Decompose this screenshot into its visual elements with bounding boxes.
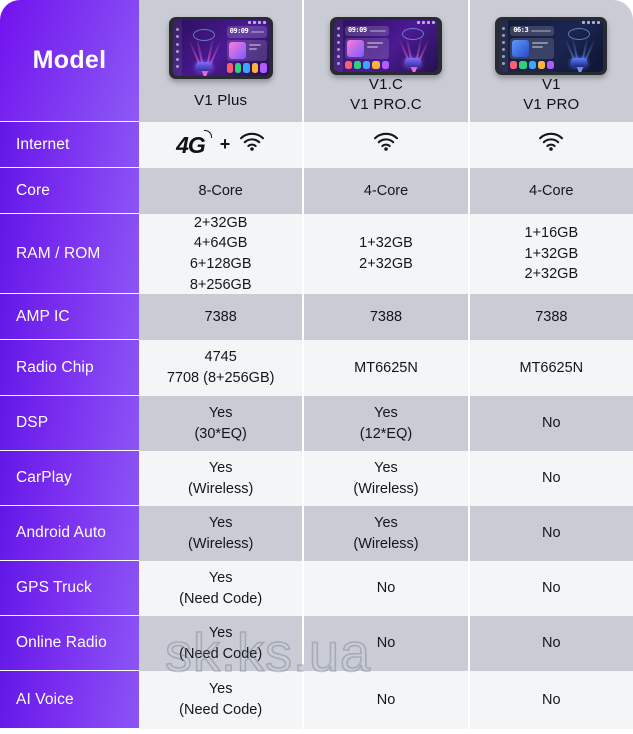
cell-core-v1: 4-Core — [469, 168, 633, 214]
cell-radio-v1-plus: 4745 7708 (8+256GB) — [139, 340, 305, 396]
product-column-v1: 06:3 V1 V1 PRO — [469, 0, 633, 122]
product-column-v1-plus: 09:09 V1 Plus — [139, 0, 305, 122]
device-icon-rail — [172, 20, 182, 76]
wifi-icon — [239, 132, 265, 158]
4g-icon: 4G — [176, 129, 212, 162]
product-column-v1c: 09:09 V1.C V1 PRO.C — [304, 0, 470, 122]
product-name-v1-plus: V1 Plus — [194, 91, 248, 109]
cell-core-v1-plus: 8-Core — [139, 168, 305, 214]
cell-carplay-v1: No — [469, 451, 633, 506]
table-row-dsp: DSP Yes (30*EQ) Yes (12*EQ) No — [0, 396, 633, 451]
cell-radio-v1: MT6625N — [469, 340, 633, 396]
cell-internet-v1 — [469, 122, 633, 168]
table-row-core: Core 8-Core 4-Core 4-Core — [0, 168, 633, 214]
row-label-dsp: DSP — [0, 396, 139, 451]
cell-gps-v1: No — [469, 561, 633, 616]
device-widgets: 09:09 — [226, 26, 267, 73]
table-row-radio-chip: Radio Chip 4745 7708 (8+256GB) MT6625N M… — [0, 340, 633, 396]
cell-amp-v1c: 7388 — [304, 294, 470, 340]
row-label-online-radio: Online Radio — [0, 616, 139, 671]
cell-amp-v1-plus: 7388 — [139, 294, 305, 340]
cell-aivoice-v1-plus: Yes (Need Code) — [139, 671, 305, 729]
row-label-carplay: CarPlay — [0, 451, 139, 506]
device-statusbar — [247, 21, 266, 24]
cell-core-v1c: 4-Core — [304, 168, 470, 214]
row-label-radio-chip: Radio Chip — [0, 340, 139, 396]
cell-aauto-v1-plus: Yes (Wireless) — [139, 506, 305, 561]
table-row-online-radio: Online Radio Yes (Need Code) No No — [0, 616, 633, 671]
table-row-ram-rom: RAM / ROM 2+32GB 4+64GB 6+128GB 8+256GB … — [0, 214, 633, 294]
table-header-row: Model — [0, 0, 633, 122]
cell-aauto-v1c: Yes (Wireless) — [304, 506, 470, 561]
device-widgets: 06:3 — [510, 26, 555, 69]
device-road-scene — [554, 20, 603, 72]
wifi-icon — [538, 132, 564, 158]
cell-carplay-v1-plus: Yes (Wireless) — [139, 451, 305, 506]
row-label-android-auto: Android Auto — [0, 506, 139, 561]
cell-gps-v1c: No — [304, 561, 470, 616]
plus-sign: + — [219, 134, 231, 155]
device-road-scene — [182, 20, 227, 76]
product-name-v1: V1 V1 PRO — [523, 76, 580, 113]
cell-amp-v1: 7388 — [469, 294, 633, 340]
device-icon-rail — [499, 20, 509, 72]
table-row-internet: Internet 4G + — [0, 122, 633, 168]
row-label-ram-rom: RAM / ROM — [0, 214, 139, 294]
cell-ram-v1-plus: 2+32GB 4+64GB 6+128GB 8+256GB — [139, 214, 305, 294]
table-row-carplay: CarPlay Yes (Wireless) Yes (Wireless) No — [0, 451, 633, 506]
row-label-ai-voice: AI Voice — [0, 671, 139, 729]
cell-internet-v1-plus: 4G + — [139, 122, 305, 168]
device-statusbar — [582, 21, 601, 24]
cell-dsp-v1: No — [469, 396, 633, 451]
cell-gps-v1-plus: Yes (Need Code) — [139, 561, 305, 616]
cell-aivoice-v1: No — [469, 671, 633, 729]
row-label-amp-ic: AMP IC — [0, 294, 139, 340]
header-model-label: Model — [0, 0, 139, 122]
device-image-v1-plus: 09:09 — [168, 17, 273, 79]
cell-onlineradio-v1-plus: Yes (Need Code) — [139, 616, 305, 671]
table-row-gps-truck: GPS Truck Yes (Need Code) No No — [0, 561, 633, 616]
product-name-v1c: V1.C V1 PRO.C — [350, 76, 422, 113]
table-row-amp-ic: AMP IC 7388 7388 7388 — [0, 294, 633, 340]
row-label-internet: Internet — [0, 122, 139, 168]
cell-radio-v1c: MT6625N — [304, 340, 470, 396]
cell-aivoice-v1c: No — [304, 671, 470, 729]
cell-carplay-v1c: Yes (Wireless) — [304, 451, 470, 506]
device-statusbar — [416, 21, 435, 24]
cell-onlineradio-v1c: No — [304, 616, 470, 671]
cell-internet-v1c — [304, 122, 470, 168]
table-row-android-auto: Android Auto Yes (Wireless) Yes (Wireles… — [0, 506, 633, 561]
cell-dsp-v1c: Yes (12*EQ) — [304, 396, 470, 451]
cell-onlineradio-v1: No — [469, 616, 633, 671]
wifi-icon — [373, 132, 399, 158]
cell-ram-v1: 1+16GB 1+32GB 2+32GB — [469, 214, 633, 294]
row-label-core: Core — [0, 168, 139, 214]
device-image-v1: 06:3 — [495, 17, 608, 75]
device-icon-rail — [333, 20, 343, 72]
device-image-v1c: 09:09 — [329, 17, 442, 75]
cell-ram-v1c: 1+32GB 2+32GB — [304, 214, 470, 294]
row-label-gps-truck: GPS Truck — [0, 561, 139, 616]
device-road-scene — [389, 20, 438, 72]
cell-aauto-v1: No — [469, 506, 633, 561]
cell-dsp-v1-plus: Yes (30*EQ) — [139, 396, 305, 451]
table-row-ai-voice: AI Voice Yes (Need Code) No No — [0, 671, 633, 729]
device-widgets: 09:09 — [344, 26, 389, 69]
